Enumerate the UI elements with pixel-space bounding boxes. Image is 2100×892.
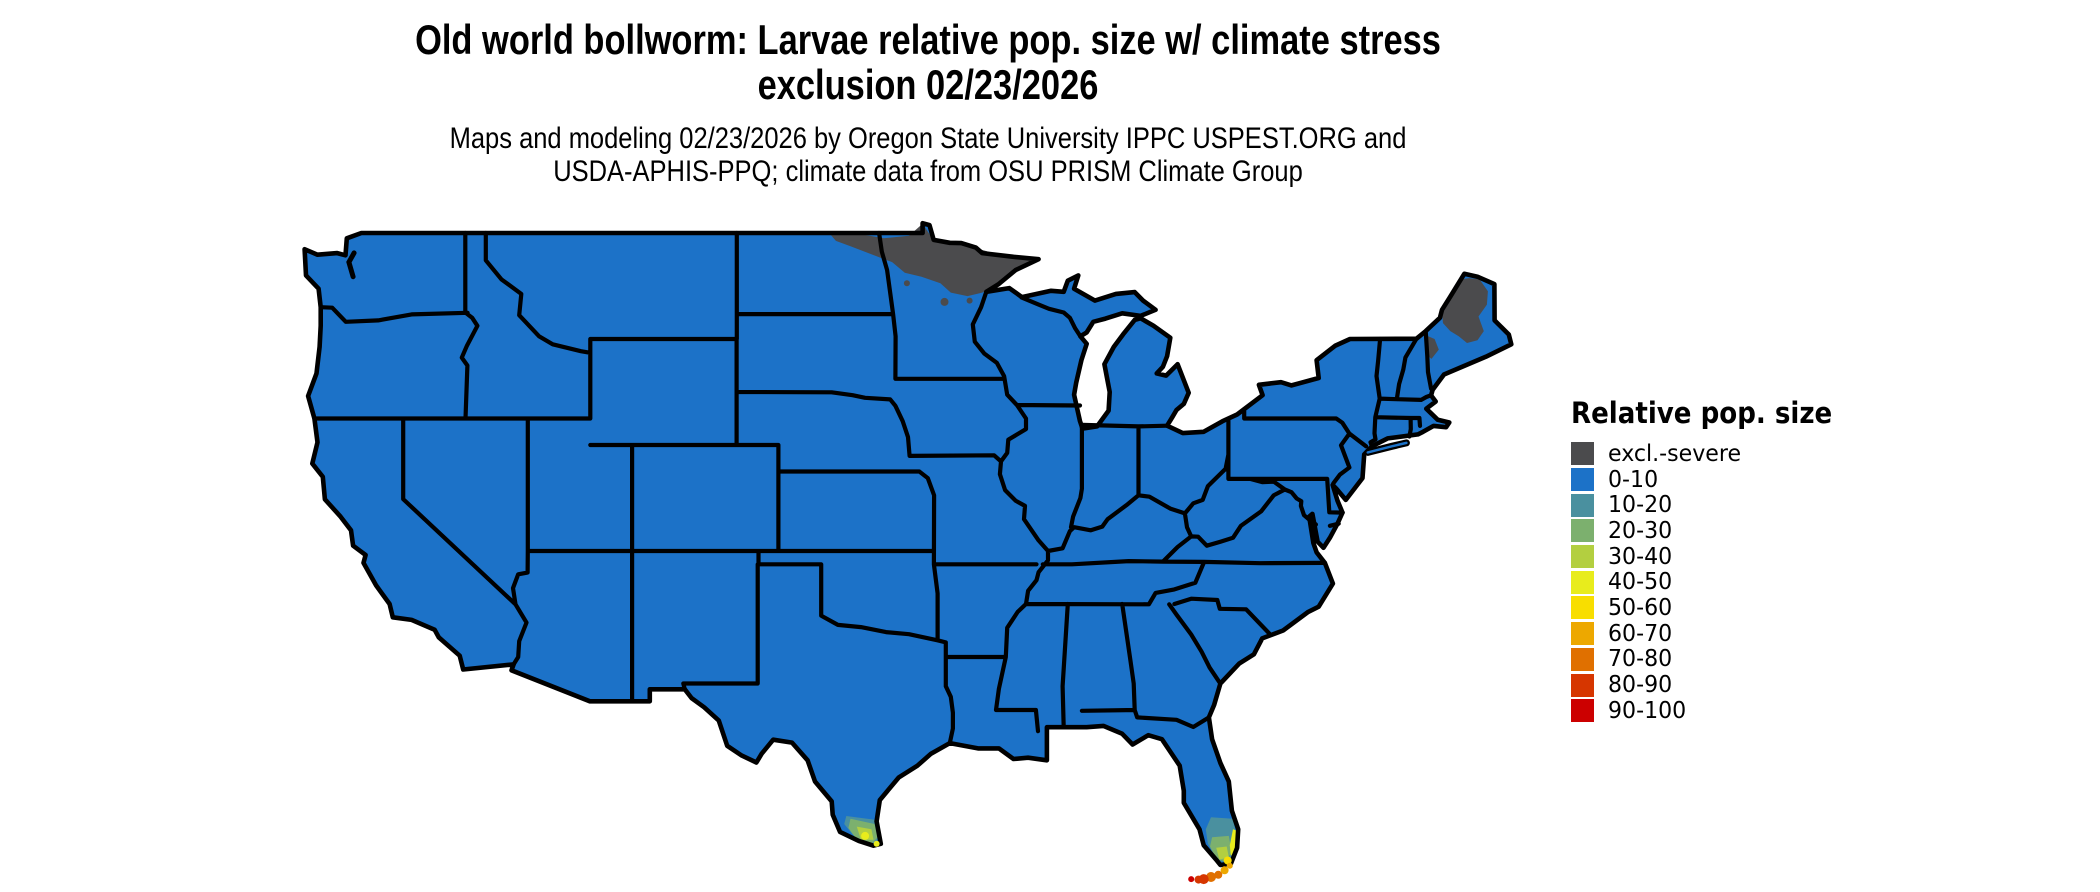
legend-item-label: 0-10 [1608,466,1659,493]
legend-swatch [1571,468,1594,492]
legend-items: excl.-severe 0-10 10-20 20-30 30-40 40-50 50-6… [1571,441,1901,724]
legend-item-label: 30-40 [1608,543,1673,570]
legend-item-label: 40-50 [1608,569,1673,596]
legend-swatch [1571,442,1594,466]
map-dot-florida-keys [1194,875,1203,884]
map-title-line2: exclusion 02/23/2026 [757,60,1099,108]
legend-swatch [1571,519,1594,543]
legend: Relative pop. size excl.-severe 0-10 10-20… [1571,396,1901,724]
legend-swatch [1571,647,1594,671]
map-dot-florida-keys [1226,862,1233,869]
map-subtitle: Maps and modeling 02/23/2026 by Oregon S… [248,122,1608,188]
legend-item: 80-90 [1571,672,1901,698]
map-land [304,223,1512,865]
legend-item-label: 70-80 [1608,646,1673,673]
legend-item: 50-60 [1571,595,1901,621]
legend-item-label: excl.-severe [1608,440,1742,467]
map-outline [302,220,1514,868]
map-dots [861,280,1233,885]
map-speckle-excluded [940,297,949,306]
legend-item: 10-20 [1571,492,1901,518]
legend-swatch [1571,622,1594,646]
legend-swatch [1571,699,1594,723]
legend-item: 90-100 [1571,698,1901,724]
legend-item: 20-30 [1571,518,1901,544]
puget-sound-inlet [346,250,357,280]
state-border-lines [312,230,1434,746]
map-state-borders [312,230,1434,746]
legend-item: 30-40 [1571,544,1901,570]
legend-item: 40-50 [1571,569,1901,595]
legend-swatch [1571,570,1594,594]
map-dot-florida-keys [1220,866,1229,875]
legend-title: Relative pop. size [1571,396,1833,430]
map-subtitle-line2: USDA-APHIS-PPQ; climate data from OSU PR… [553,155,1303,188]
legend-item-label: 80-90 [1608,672,1673,699]
legend-item-label: 50-60 [1608,594,1673,621]
legend-item: 70-80 [1571,646,1901,673]
long-island-fill [1366,441,1408,454]
legend-swatch [1571,673,1594,697]
legend-swatch [1571,596,1594,620]
map-speckle-excluded [966,297,973,304]
map-subtitle-line1: Maps and modeling 02/23/2026 by Oregon S… [449,122,1407,155]
map-dot-florida-keys [1188,876,1195,883]
legend-item-label: 90-100 [1608,697,1687,724]
map-title: Old world bollworm: Larvae relative pop.… [272,16,1584,108]
map-dot-florida-50-60 [1223,856,1232,865]
legend-item-label: 10-20 [1608,492,1673,519]
legend-item-label: 20-30 [1608,517,1673,544]
map-title-line1: Old world bollworm: Larvae relative pop.… [415,16,1441,63]
map-dot-texas-40-50 [861,831,870,840]
map-dot-florida-keys [1214,870,1223,879]
map-speckle-excluded [903,280,910,287]
map-dot-texas-40-50 [873,840,880,847]
legend-swatch [1571,493,1594,517]
legend-item: 60-70 [1571,621,1901,647]
legend-item: excl.-severe [1571,441,1901,467]
legend-item: 0-10 [1571,467,1901,493]
legend-item-label: 60-70 [1608,620,1673,647]
map-region-south-florida-30-40 [1216,846,1229,860]
legend-swatch [1571,545,1594,569]
